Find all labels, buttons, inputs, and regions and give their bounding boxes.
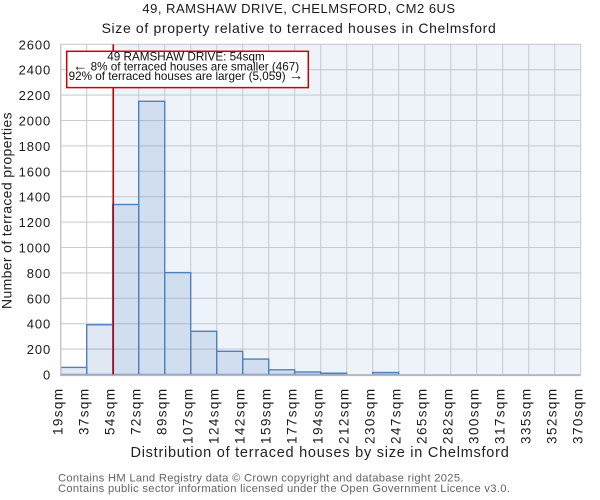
svg-text:19sqm: 19sqm (51, 388, 66, 436)
svg-text:142sqm: 142sqm (233, 388, 248, 444)
svg-text:72sqm: 72sqm (129, 388, 144, 436)
svg-text:247sqm: 247sqm (389, 388, 404, 444)
svg-text:800: 800 (27, 266, 51, 281)
svg-text:370sqm: 370sqm (571, 388, 586, 444)
svg-text:600: 600 (27, 291, 51, 306)
svg-text:← 8% of terraced houses are sm: ← 8% of terraced houses are smaller (467… (73, 58, 299, 74)
svg-text:89sqm: 89sqm (155, 388, 170, 436)
svg-text:107sqm: 107sqm (181, 388, 196, 444)
svg-text:230sqm: 230sqm (363, 388, 378, 444)
svg-text:317sqm: 317sqm (493, 387, 508, 443)
svg-text:194sqm: 194sqm (311, 388, 326, 444)
svg-text:37sqm: 37sqm (77, 388, 92, 436)
svg-text:2600: 2600 (19, 37, 52, 52)
svg-text:1600: 1600 (19, 164, 52, 179)
svg-text:2400: 2400 (19, 63, 52, 78)
svg-text:335sqm: 335sqm (519, 388, 534, 444)
svg-text:282sqm: 282sqm (441, 388, 456, 444)
svg-text:92% of terraced houses are lar: 92% of terraced houses are larger (5,059… (69, 68, 304, 84)
svg-text:Contains HM Land Registry data: Contains HM Land Registry data © Crown c… (58, 472, 464, 484)
svg-text:Size of property relative to t: Size of property relative to terraced ho… (102, 20, 497, 36)
svg-text:49, RAMSHAW DRIVE, CHELMSFORD,: 49, RAMSHAW DRIVE, CHELMSFORD, CM2 6US (142, 1, 455, 16)
svg-text:54sqm: 54sqm (103, 388, 118, 436)
svg-text:49 RAMSHAW DRIVE: 54sqm: 49 RAMSHAW DRIVE: 54sqm (107, 51, 264, 64)
svg-text:1400: 1400 (19, 190, 52, 205)
svg-text:159sqm: 159sqm (259, 388, 274, 444)
svg-text:212sqm: 212sqm (337, 388, 352, 444)
svg-text:Distribution of terraced house: Distribution of terraced houses by size … (130, 445, 509, 461)
svg-text:265sqm: 265sqm (415, 388, 430, 444)
svg-text:300sqm: 300sqm (467, 387, 482, 443)
svg-text:177sqm: 177sqm (285, 388, 300, 444)
svg-text:1800: 1800 (19, 139, 52, 154)
svg-text:0: 0 (43, 368, 51, 383)
svg-text:1200: 1200 (19, 215, 52, 230)
svg-text:352sqm: 352sqm (545, 388, 560, 444)
svg-text:2200: 2200 (19, 88, 52, 103)
svg-text:Contains public sector informa: Contains public sector information licen… (58, 483, 510, 495)
svg-text:400: 400 (27, 317, 51, 332)
svg-text:2000: 2000 (19, 114, 52, 129)
svg-text:Number of terraced properties: Number of terraced properties (0, 112, 15, 309)
svg-text:1000: 1000 (19, 241, 52, 256)
svg-text:200: 200 (27, 342, 51, 357)
svg-text:124sqm: 124sqm (207, 388, 222, 444)
